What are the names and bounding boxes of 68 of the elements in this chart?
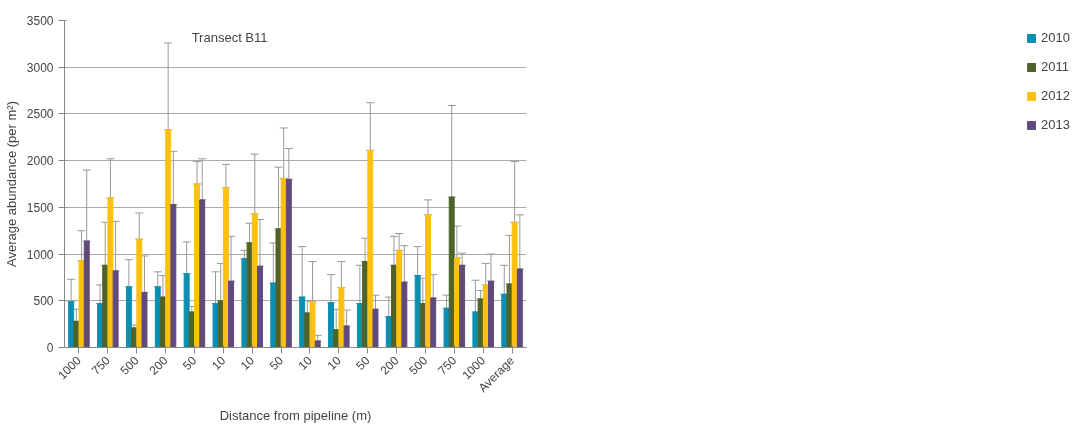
bar — [477, 298, 484, 348]
y-tick-label: 3000 — [26, 60, 54, 75]
bar — [448, 196, 455, 348]
legend-label: 2010 — [1041, 30, 1070, 45]
bar — [170, 204, 177, 348]
bar — [257, 265, 263, 348]
bar — [199, 199, 206, 348]
bar — [459, 264, 466, 348]
annotation: Transect B11 — [191, 30, 268, 46]
legend-label: 2011 — [1041, 59, 1070, 74]
bar — [228, 280, 235, 348]
y-tick-label: 1500 — [26, 200, 54, 215]
bar — [165, 129, 172, 348]
legend-label: 2013 — [1041, 117, 1070, 132]
bar — [367, 149, 374, 348]
y-tick-label: 0 — [46, 341, 54, 355]
bar — [488, 280, 494, 348]
bar — [83, 240, 90, 348]
bar — [107, 197, 114, 348]
y-tick-label: 2500 — [26, 107, 54, 122]
bar — [78, 260, 85, 348]
bar — [251, 213, 258, 348]
y-tick-label: 2000 — [26, 154, 54, 169]
bar — [141, 291, 148, 348]
bar — [183, 273, 190, 348]
bar — [414, 275, 421, 348]
bar — [246, 242, 253, 348]
x-tick-label: 10 — [208, 353, 229, 373]
y-tick-label: 1000 — [26, 247, 54, 262]
bar — [511, 221, 518, 348]
x-tick-label: 50 — [266, 353, 287, 373]
bar — [343, 325, 350, 348]
y-axis-title: Average abundance (per m²) — [3, 101, 19, 267]
x-tick-label: 10 — [295, 353, 316, 373]
x-tick-label: 10 — [237, 353, 258, 373]
bar — [212, 303, 219, 348]
bar — [299, 296, 306, 348]
x-tick-label: 10 — [324, 353, 344, 373]
bar — [425, 214, 432, 348]
x-tick-label: 750 — [435, 353, 460, 378]
bar — [430, 297, 437, 348]
y-tick-label: 3500 — [26, 14, 54, 28]
y-tick-label: 500 — [33, 294, 54, 309]
x-tick-label: 200 — [377, 353, 402, 378]
x-tick-label: 50 — [180, 353, 200, 373]
x-tick-label: 500 — [117, 353, 142, 378]
bar — [285, 178, 292, 348]
bar — [372, 308, 379, 348]
bar — [338, 287, 345, 348]
x-axis-title: Distance from pipeline (m) — [219, 407, 372, 423]
x-tick-label: 50 — [353, 353, 373, 373]
bar — [516, 268, 523, 348]
legend-label: 2012 — [1041, 88, 1070, 103]
bar — [309, 301, 316, 348]
bar — [443, 307, 450, 348]
bar — [275, 228, 282, 348]
x-tick-label: 200 — [146, 353, 171, 378]
bar — [506, 283, 513, 348]
bar — [328, 302, 334, 348]
bar — [112, 270, 119, 348]
x-tick-label: 500 — [406, 353, 431, 378]
bar — [401, 281, 408, 348]
bar — [222, 187, 229, 348]
bar — [314, 340, 321, 348]
bar — [136, 238, 143, 348]
bar — [125, 286, 132, 348]
bar — [68, 301, 75, 348]
x-tick-label: 750 — [88, 353, 113, 378]
